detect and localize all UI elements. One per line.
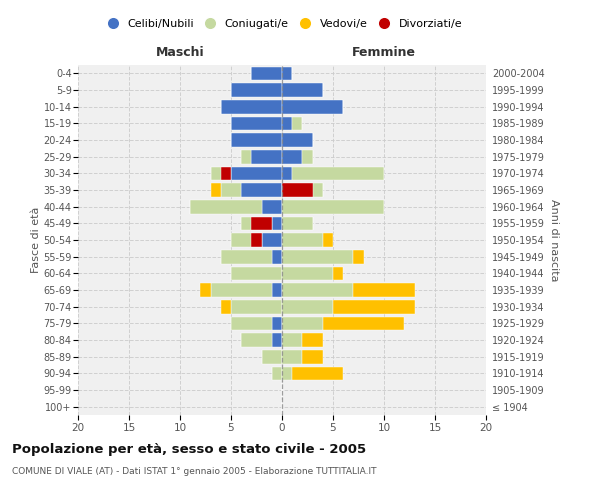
Bar xyxy=(262,233,282,247)
Bar xyxy=(302,150,313,164)
Text: Femmine: Femmine xyxy=(352,46,416,59)
Bar xyxy=(231,116,282,130)
Bar xyxy=(292,166,384,180)
Bar xyxy=(241,183,282,197)
Bar xyxy=(292,116,302,130)
Text: COMUNE DI VIALE (AT) - Dati ISTAT 1° gennaio 2005 - Elaborazione TUTTITALIA.IT: COMUNE DI VIALE (AT) - Dati ISTAT 1° gen… xyxy=(12,468,377,476)
Bar xyxy=(282,250,353,264)
Bar xyxy=(272,316,282,330)
Bar xyxy=(231,316,272,330)
Bar xyxy=(231,83,282,97)
Bar xyxy=(302,350,323,364)
Bar xyxy=(251,66,282,80)
Bar xyxy=(282,183,313,197)
Bar xyxy=(282,166,292,180)
Bar xyxy=(282,133,313,147)
Bar xyxy=(302,333,323,347)
Bar xyxy=(231,233,262,247)
Bar xyxy=(241,333,272,347)
Bar xyxy=(211,183,221,197)
Text: Popolazione per età, sesso e stato civile - 2005: Popolazione per età, sesso e stato civil… xyxy=(12,442,366,456)
Bar xyxy=(353,250,364,264)
Bar xyxy=(272,333,282,347)
Bar xyxy=(272,216,282,230)
Bar xyxy=(231,166,282,180)
Bar xyxy=(272,250,282,264)
Y-axis label: Fasce di età: Fasce di età xyxy=(31,207,41,273)
Bar xyxy=(231,300,282,314)
Bar xyxy=(221,100,282,114)
Bar xyxy=(282,66,292,80)
Bar xyxy=(251,233,262,247)
Bar xyxy=(262,200,282,213)
Bar xyxy=(282,316,323,330)
Text: Maschi: Maschi xyxy=(155,46,205,59)
Bar xyxy=(251,216,272,230)
Bar xyxy=(251,150,282,164)
Bar xyxy=(282,183,323,197)
Bar xyxy=(282,116,292,130)
Bar xyxy=(292,366,343,380)
Bar xyxy=(241,150,251,164)
Bar xyxy=(272,366,282,380)
Bar xyxy=(282,150,302,164)
Bar xyxy=(282,233,323,247)
Bar xyxy=(333,266,343,280)
Bar xyxy=(282,283,353,297)
Bar xyxy=(211,283,272,297)
Bar xyxy=(221,183,241,197)
Bar xyxy=(211,166,231,180)
Bar xyxy=(231,133,282,147)
Bar xyxy=(282,100,343,114)
Bar xyxy=(221,250,272,264)
Bar xyxy=(221,166,231,180)
Bar xyxy=(282,216,313,230)
Bar xyxy=(282,200,384,213)
Legend: Celibi/Nubili, Coniugati/e, Vedovi/e, Divorziati/e: Celibi/Nubili, Coniugati/e, Vedovi/e, Di… xyxy=(97,14,467,34)
Bar xyxy=(241,216,272,230)
Bar xyxy=(221,300,231,314)
Bar xyxy=(262,350,282,364)
Bar xyxy=(282,350,302,364)
Bar xyxy=(200,283,211,297)
Bar xyxy=(353,283,415,297)
Bar xyxy=(282,266,333,280)
Bar xyxy=(272,283,282,297)
Y-axis label: Anni di nascita: Anni di nascita xyxy=(549,198,559,281)
Bar xyxy=(323,233,333,247)
Bar xyxy=(231,266,282,280)
Bar xyxy=(282,300,333,314)
Bar xyxy=(282,366,292,380)
Bar xyxy=(190,200,262,213)
Bar xyxy=(282,333,302,347)
Bar xyxy=(333,300,415,314)
Bar xyxy=(282,83,323,97)
Bar xyxy=(323,316,404,330)
